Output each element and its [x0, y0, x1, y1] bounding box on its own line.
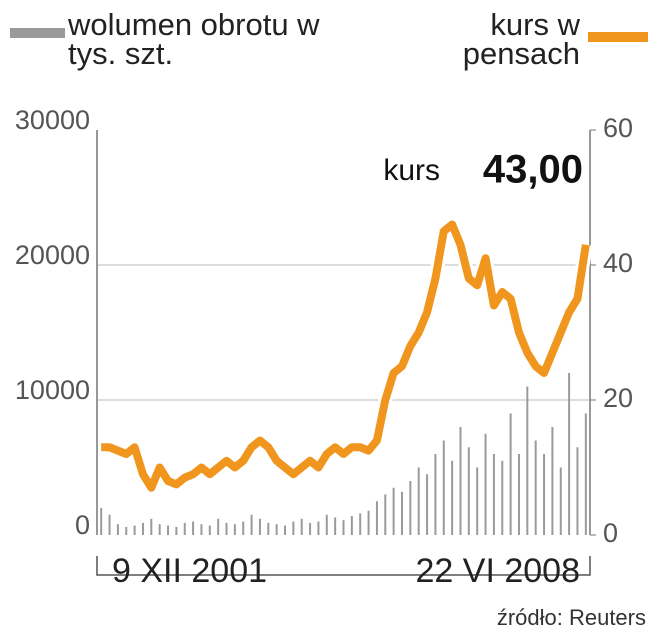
y-tick-label: 10000 [15, 375, 90, 405]
y2-tick-label: 40 [603, 248, 633, 278]
bar [116, 524, 119, 535]
bar [476, 467, 479, 535]
legend-swatch [588, 32, 648, 42]
bar [242, 521, 245, 535]
bar [284, 525, 287, 535]
bar [559, 467, 562, 535]
bar [392, 487, 395, 535]
source: źródło: Reuters [496, 605, 646, 630]
bar [492, 454, 495, 535]
x-tick-label: 9 XII 2001 [112, 552, 267, 590]
y2-tick-label: 0 [603, 518, 618, 548]
bar [451, 460, 454, 535]
legend-swatch [10, 28, 65, 38]
bar [125, 526, 128, 535]
bar [409, 481, 412, 535]
y-tick-label: 20000 [15, 240, 90, 270]
bar [317, 521, 320, 535]
bar [100, 508, 103, 535]
bar [225, 522, 228, 535]
bar [200, 524, 203, 535]
y2-tick-label: 20 [603, 383, 633, 413]
y2-tick-label: 60 [603, 113, 633, 143]
bar [233, 524, 236, 535]
bar [108, 514, 111, 535]
legend-label: kurs w pensach [462, 7, 580, 71]
bar [183, 522, 186, 535]
bar [484, 433, 487, 535]
bar [292, 521, 295, 535]
bar [167, 525, 170, 535]
bar [325, 514, 328, 535]
line [101, 220, 590, 492]
bar [467, 447, 470, 535]
bar [509, 413, 512, 535]
bar [175, 526, 178, 535]
line-halo [101, 217, 593, 495]
bar [342, 520, 345, 535]
bar [334, 517, 337, 535]
bar [133, 525, 136, 535]
y-tick-label: 30000 [15, 105, 90, 135]
bar [459, 427, 462, 535]
bar [417, 467, 420, 535]
bar [584, 413, 587, 535]
bar [250, 514, 253, 535]
bar [208, 525, 211, 535]
x-axis-bracket [96, 556, 591, 576]
bar [141, 522, 144, 535]
x-tick-label: 22 VI 2008 [416, 552, 580, 590]
legend-label: wolumen obrotu w tys. szt. [68, 7, 320, 71]
bar [442, 440, 445, 535]
bar [551, 427, 554, 535]
value-label: 43,00 [483, 148, 583, 192]
bar [217, 518, 220, 535]
bar [300, 518, 303, 535]
bar [517, 454, 520, 535]
annotation: kurs [383, 154, 440, 187]
bar [267, 522, 270, 535]
bar [568, 373, 571, 535]
bar [543, 454, 546, 535]
bar [359, 513, 362, 535]
y-tick-label: 0 [75, 510, 90, 540]
bar [400, 491, 403, 535]
bar [576, 447, 579, 535]
bar [275, 524, 278, 535]
bar [375, 501, 378, 535]
bar [258, 518, 261, 535]
bar [426, 474, 429, 535]
bar [192, 521, 195, 535]
bar [150, 518, 153, 535]
bar [309, 522, 312, 535]
bar [434, 454, 437, 535]
bar [350, 516, 353, 535]
bar [384, 494, 387, 535]
bar [501, 460, 504, 535]
bar [534, 440, 537, 535]
bar [526, 386, 529, 535]
bar [158, 524, 161, 535]
bar [367, 510, 370, 535]
